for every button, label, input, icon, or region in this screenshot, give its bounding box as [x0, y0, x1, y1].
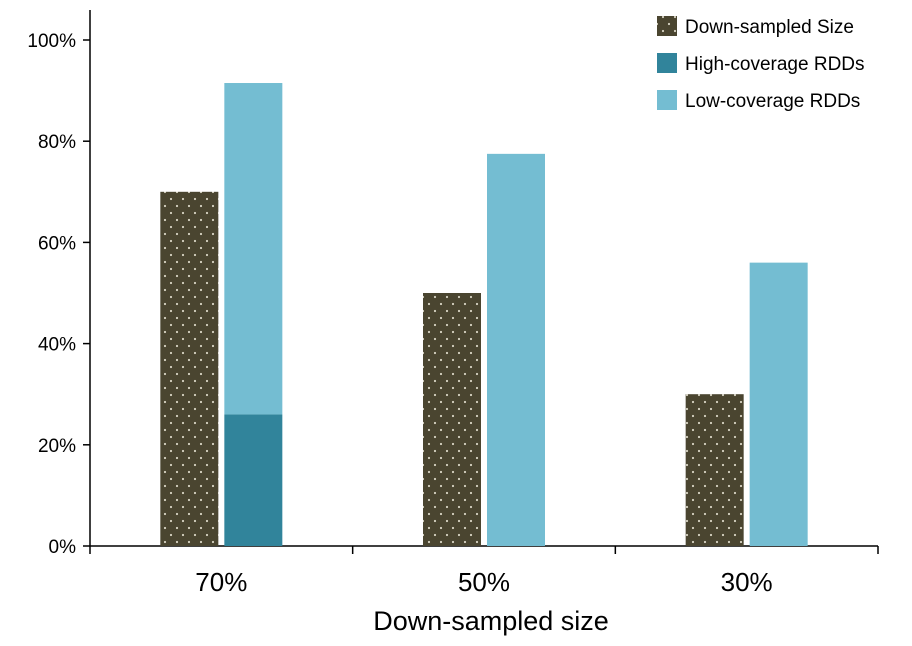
axes: 0% 20% 40% 60% 80% 100% — [27, 10, 879, 558]
legend-swatch — [657, 90, 677, 110]
x-axis-title: Down-sampled size — [373, 606, 609, 636]
axis-labels: Down-sampled size 70% 50% 30% — [195, 567, 772, 636]
y-tick-label: 20% — [38, 436, 76, 457]
y-tick-label: 60% — [38, 233, 76, 254]
x-tick-label: 30% — [721, 567, 773, 597]
y-tick-label: 40% — [38, 335, 76, 356]
bar-low-coverage-rdds — [224, 83, 283, 415]
bar-down-sampled-size — [160, 191, 219, 547]
bar-low-coverage-rdds — [487, 153, 545, 546]
y-tick-label: 0% — [49, 537, 77, 558]
bar-down-sampled-size — [685, 394, 744, 546]
bars — [160, 83, 808, 547]
legend-label: Down-sampled Size — [685, 17, 854, 38]
legend-swatch — [657, 16, 677, 36]
bar-low-coverage-rdds — [749, 262, 808, 546]
y-tick-label: 100% — [27, 31, 76, 52]
bar-high-coverage-rdds — [224, 414, 283, 546]
bar-down-sampled-size — [423, 293, 481, 546]
x-tick-label: 70% — [195, 567, 247, 597]
x-tick-label: 50% — [458, 567, 510, 597]
legend: Down-sampled Size High-coverage RDDs Low-c… — [657, 16, 865, 112]
legend-swatch — [657, 53, 677, 73]
legend-label: Low-coverage RDDs — [685, 91, 860, 112]
legend-label: High-coverage RDDs — [685, 54, 865, 75]
y-tick-label: 80% — [38, 132, 76, 153]
